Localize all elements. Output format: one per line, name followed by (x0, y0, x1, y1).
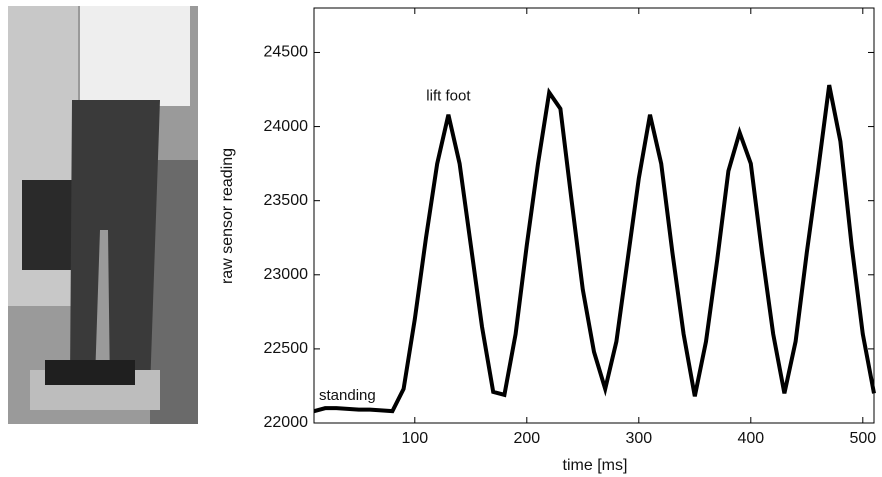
y-tick-label: 23000 (264, 266, 309, 283)
x-tick-label: 200 (513, 430, 540, 447)
x-tick-label: 300 (625, 430, 652, 447)
annotation: lift foot (426, 88, 471, 105)
y-tick-label: 24000 (264, 118, 309, 135)
x-tick-label: 400 (737, 430, 764, 447)
plot-frame (313, 7, 875, 424)
y-tick-label: 24500 (264, 44, 309, 61)
x-tick-label: 100 (401, 430, 428, 447)
y-tick-label: 22500 (264, 340, 309, 357)
y-tick-label: 22000 (264, 414, 309, 431)
data-line (313, 84, 876, 414)
annotation: standing (319, 387, 376, 404)
photo (8, 6, 198, 424)
y-axis-label: raw sensor reading (219, 148, 236, 284)
x-axis-label: time [ms] (563, 457, 628, 474)
y-tick-label: 23500 (264, 192, 309, 209)
x-tick-label: 500 (849, 430, 876, 447)
